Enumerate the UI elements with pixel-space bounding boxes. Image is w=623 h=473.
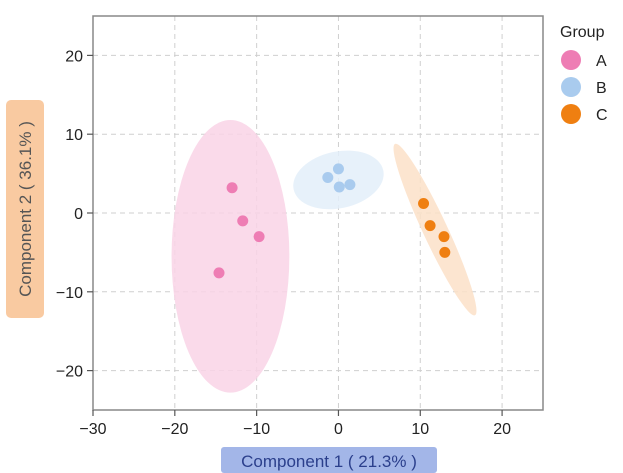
legend-marker-A [561,50,581,70]
x-axis-title: Component 1 ( 21.3% ) [221,447,437,473]
data-point-B [322,172,334,184]
legend: Group ABC [560,24,608,124]
data-point-A [213,267,225,279]
legend-title: Group [560,24,605,41]
legend-marker-C [561,104,581,124]
x-axis-ticks: −30 −20 −10 0 10 20 [79,410,511,438]
data-point-C [438,231,450,243]
y-tick-label: −20 [56,364,83,381]
data-point-B [333,181,345,193]
data-point-B [344,179,356,191]
confidence-ellipses [171,120,477,393]
y-tick-label: 0 [74,206,83,223]
confidence-ellipse-A [171,120,290,393]
legend-label-B: B [596,80,607,97]
x-tick-label: 0 [334,421,343,438]
y-tick-label: 20 [65,48,83,65]
x-axis-title-text: Component 1 ( 21.3% ) [241,452,417,471]
y-axis-title-text: Component 2 ( 36.1% ) [16,121,35,297]
x-tick-label: 20 [493,421,511,438]
confidence-ellipse-B [293,150,384,210]
data-points [213,163,451,279]
data-point-C [439,246,451,258]
x-tick-label: 10 [411,421,429,438]
confidence-ellipse-C [393,143,477,316]
data-point-A [253,231,265,243]
y-tick-label: −10 [56,285,83,302]
data-point-A [226,182,238,194]
x-tick-label: −30 [79,421,106,438]
x-tick-label: −20 [161,421,188,438]
data-point-C [424,220,436,232]
y-axis-ticks: −20 −10 0 10 20 [56,48,93,381]
y-tick-label: 10 [65,127,83,144]
legend-label-C: C [596,107,608,124]
y-axis-title: Component 2 ( 36.1% ) [6,100,44,318]
x-tick-label: −10 [243,421,270,438]
data-point-A [237,215,249,227]
legend-marker-B [561,77,581,97]
data-point-B [332,163,344,175]
legend-label-A: A [596,53,607,70]
data-point-C [418,198,430,210]
